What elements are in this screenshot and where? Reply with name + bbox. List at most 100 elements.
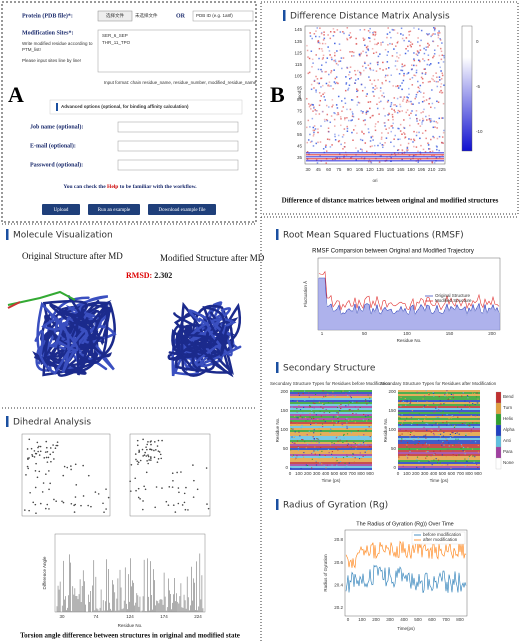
rmsf-bar bbox=[326, 306, 328, 330]
ss-speck bbox=[296, 457, 298, 459]
ss-speck bbox=[433, 459, 435, 461]
ss-speck bbox=[452, 432, 454, 434]
ss-speck bbox=[435, 422, 437, 424]
matrix-cell bbox=[362, 119, 365, 122]
matrix-cell bbox=[363, 39, 365, 41]
matrix-cell bbox=[365, 113, 368, 115]
legend-swatch bbox=[495, 457, 502, 470]
ss-stripe bbox=[290, 460, 372, 462]
ss-speck bbox=[477, 444, 479, 446]
tick-label: 50 bbox=[283, 446, 289, 451]
matrix-cell bbox=[419, 84, 422, 87]
matrix-cell bbox=[422, 111, 424, 113]
ss-speck bbox=[335, 460, 337, 462]
matrix-cell bbox=[425, 99, 428, 101]
pdb-input[interactable] bbox=[192, 10, 254, 22]
matrix-cell bbox=[386, 54, 388, 57]
button[interactable] bbox=[42, 204, 80, 215]
matrix-cell bbox=[394, 65, 397, 67]
matrix-cell bbox=[346, 108, 348, 111]
matrix-cell bbox=[331, 99, 334, 101]
scatter-dot bbox=[63, 465, 66, 468]
ss-speck bbox=[443, 444, 445, 446]
matrix-cell bbox=[334, 59, 337, 61]
matrix-cell bbox=[381, 83, 384, 85]
scatter-dot bbox=[196, 488, 199, 491]
scatter-dot bbox=[33, 456, 36, 458]
matrix-cell bbox=[315, 35, 317, 38]
legend-label: Turn bbox=[503, 405, 513, 410]
scatter-dot bbox=[129, 480, 131, 483]
tick-label: 100 bbox=[403, 471, 411, 476]
matrix-cell bbox=[393, 48, 395, 50]
matrix-cell bbox=[364, 62, 366, 65]
tick-label: 200 bbox=[412, 471, 420, 476]
matrix-cell bbox=[317, 68, 320, 71]
matrix-cell bbox=[318, 35, 321, 38]
matrix-cell bbox=[397, 87, 400, 89]
matrix-cell bbox=[366, 45, 369, 48]
ss-speck bbox=[318, 401, 320, 403]
ss-speck bbox=[426, 455, 428, 457]
matrix-cell bbox=[311, 117, 314, 120]
ss-speck bbox=[308, 396, 310, 398]
matrix-cell bbox=[408, 87, 410, 90]
matrix-cell bbox=[372, 69, 375, 72]
help-link[interactable]: Help bbox=[107, 184, 118, 190]
ss-speck bbox=[431, 464, 433, 466]
field-input[interactable] bbox=[117, 121, 239, 133]
ss-stripe bbox=[290, 448, 372, 450]
ss-speck bbox=[310, 424, 312, 426]
rmsf-bar bbox=[338, 305, 340, 330]
button[interactable] bbox=[88, 204, 140, 215]
matrix-cell bbox=[413, 130, 415, 133]
ss-speck bbox=[477, 467, 479, 469]
matrix-cell bbox=[309, 35, 312, 37]
ss-speck bbox=[446, 424, 448, 426]
ss-speck bbox=[468, 402, 471, 404]
matrix-cell bbox=[440, 78, 443, 80]
tick-label: 225 bbox=[438, 167, 446, 172]
matrix-cell bbox=[335, 76, 338, 78]
title-bar bbox=[6, 229, 9, 240]
matrix-cell bbox=[343, 32, 345, 35]
ss-speck bbox=[339, 410, 341, 412]
ss-speck bbox=[310, 440, 313, 442]
ss-speck bbox=[418, 461, 420, 463]
matrix-cell bbox=[312, 104, 315, 106]
ss-speck bbox=[432, 432, 435, 434]
matrix-cell bbox=[337, 113, 340, 116]
ss-speck bbox=[401, 414, 403, 416]
scatter-dot bbox=[49, 482, 51, 485]
field-input[interactable] bbox=[117, 140, 239, 152]
matrix-cell bbox=[401, 69, 404, 72]
ss-stripe bbox=[290, 412, 372, 414]
matrix-cell bbox=[368, 159, 371, 161]
matrix-cell bbox=[332, 104, 334, 106]
ss-speck bbox=[337, 440, 339, 442]
scatter-dot bbox=[147, 454, 149, 456]
matrix-cell bbox=[432, 40, 435, 43]
tick-label: 150 bbox=[280, 408, 288, 413]
file-button[interactable] bbox=[97, 10, 133, 22]
ss-speck bbox=[313, 412, 315, 414]
field-input[interactable] bbox=[117, 159, 239, 171]
matrix-cell bbox=[334, 139, 337, 141]
matrix-cell bbox=[443, 56, 445, 59]
ss-speck bbox=[452, 435, 454, 437]
ss-speck bbox=[436, 462, 439, 464]
matrix-cell bbox=[423, 108, 425, 111]
ss-speck bbox=[425, 390, 427, 392]
tick-label: 900 bbox=[366, 471, 374, 476]
title-bar bbox=[283, 10, 286, 21]
sites-textarea[interactable] bbox=[97, 29, 251, 73]
ss-speck bbox=[398, 410, 400, 412]
matrix-cell bbox=[337, 140, 340, 143]
ss-speck bbox=[426, 429, 428, 431]
ss-speck bbox=[457, 416, 459, 418]
matrix-cell bbox=[428, 64, 431, 66]
matrix-cell bbox=[413, 145, 415, 148]
button[interactable] bbox=[148, 204, 216, 215]
ss-speck bbox=[467, 396, 469, 398]
rmsf-bar bbox=[366, 303, 368, 330]
